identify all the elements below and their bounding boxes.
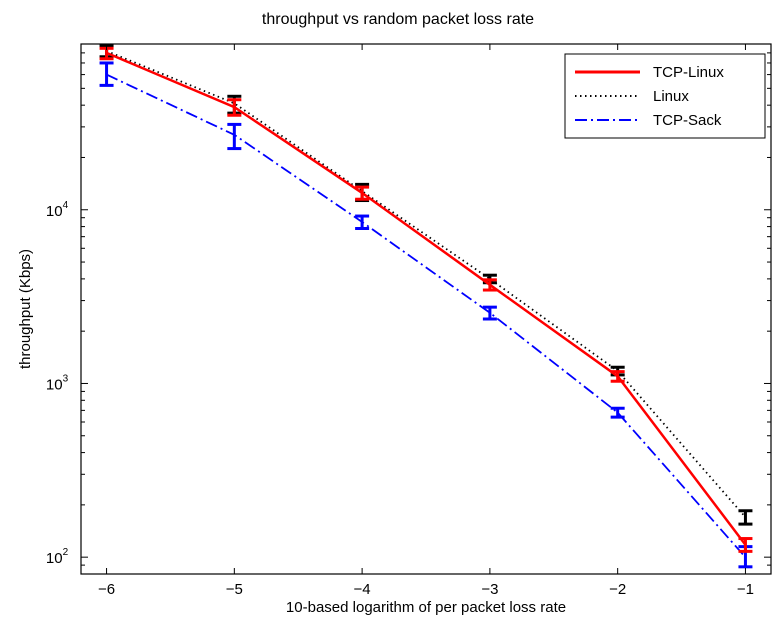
x-tick-label: −5: [226, 581, 243, 598]
chart-title: throughput vs random packet loss rate: [262, 11, 534, 28]
error-bar: [355, 214, 370, 231]
y-tick-label-base: 10: [46, 203, 63, 220]
x-tick-label: −4: [354, 581, 371, 598]
error-bar: [610, 406, 625, 419]
y-tick-label-exponent: 4: [63, 200, 69, 211]
series-line: [106, 51, 747, 546]
x-tick-label: −2: [609, 581, 626, 598]
series-tcp-sack: [99, 61, 753, 569]
y-tick-label-exponent: 3: [63, 373, 69, 384]
y-tick-label: 104: [46, 200, 69, 220]
y-tick-label-exponent: 2: [63, 547, 69, 558]
y-tick-label: 102: [46, 547, 69, 567]
legend-label: Linux: [653, 88, 689, 105]
y-axis-label: throughput (Kbps): [17, 249, 34, 369]
error-bar: [227, 98, 242, 117]
legend: TCP-Linux Linux TCP-Sack: [564, 53, 766, 139]
error-bar: [227, 122, 242, 151]
y-tick-label: 103: [46, 373, 69, 393]
y-tick-label-base: 10: [46, 376, 63, 393]
x-tick-label: −3: [481, 581, 498, 598]
legend-label: TCP-Linux: [653, 64, 724, 81]
error-bar: [610, 370, 625, 383]
x-axis-label: 10-based logarithm of per packet loss ra…: [286, 599, 566, 616]
error-bar: [99, 61, 114, 87]
series-tcp-linux: [99, 46, 753, 553]
y-tick-label-base: 10: [46, 550, 63, 567]
error-bar: [355, 185, 370, 201]
error-bar: [738, 509, 753, 526]
error-bar: [482, 278, 497, 292]
series-layer: [99, 44, 753, 569]
error-bar: [738, 537, 753, 553]
legend-box: [564, 53, 766, 139]
error-bar: [482, 305, 497, 321]
legend-label: TCP-Sack: [653, 112, 722, 129]
series-line: [106, 50, 747, 518]
x-tick-label: −6: [98, 581, 115, 598]
series-line: [106, 73, 747, 558]
x-tick-label: −1: [737, 581, 754, 598]
